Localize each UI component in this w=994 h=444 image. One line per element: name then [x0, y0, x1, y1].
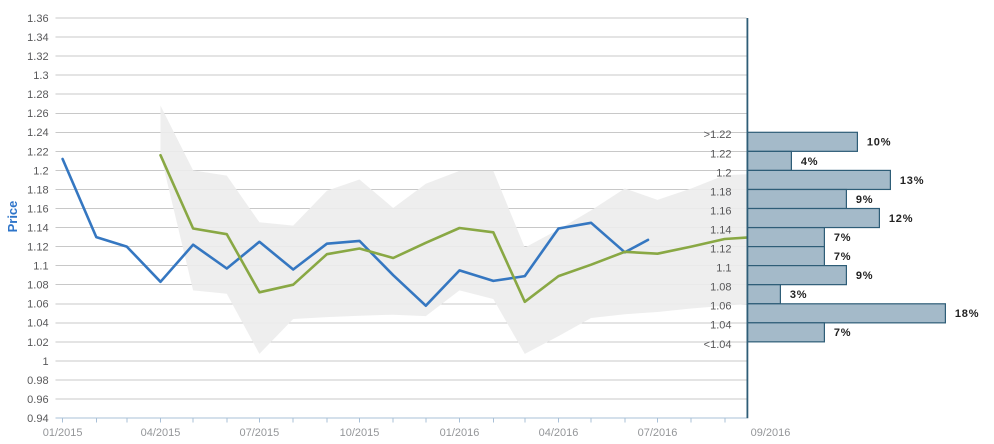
svg-text:1.16: 1.16 [27, 203, 48, 215]
svg-text:1.06: 1.06 [27, 299, 48, 311]
svg-text:1.04: 1.04 [27, 318, 48, 330]
svg-text:1.28: 1.28 [27, 89, 48, 101]
svg-text:1.04: 1.04 [710, 320, 731, 332]
svg-text:1.14: 1.14 [710, 225, 731, 237]
svg-text:04/2015: 04/2015 [141, 427, 181, 439]
svg-text:1.32: 1.32 [27, 51, 48, 63]
svg-text:1.24: 1.24 [27, 127, 48, 139]
svg-text:10%: 10% [867, 137, 891, 149]
svg-text:1.1: 1.1 [716, 263, 731, 275]
svg-text:9%: 9% [856, 270, 874, 282]
svg-text:1.36: 1.36 [27, 13, 48, 25]
svg-text:9%: 9% [856, 194, 874, 206]
svg-text:<1.04: <1.04 [704, 339, 732, 351]
svg-text:1.02: 1.02 [27, 337, 48, 349]
svg-text:1.18: 1.18 [710, 186, 731, 198]
svg-text:1.06: 1.06 [710, 301, 731, 313]
svg-text:1.12: 1.12 [710, 244, 731, 256]
svg-text:1.1: 1.1 [33, 261, 48, 273]
svg-text:1.22: 1.22 [710, 148, 731, 160]
svg-text:1.16: 1.16 [710, 205, 731, 217]
svg-text:1.18: 1.18 [27, 184, 48, 196]
svg-text:7%: 7% [834, 251, 852, 263]
svg-text:07/2015: 07/2015 [240, 427, 280, 439]
svg-text:3%: 3% [790, 289, 808, 301]
svg-text:1.26: 1.26 [27, 108, 48, 120]
svg-text:1.34: 1.34 [27, 32, 48, 44]
svg-text:7%: 7% [834, 232, 852, 244]
svg-text:07/2016: 07/2016 [638, 427, 678, 439]
svg-text:1: 1 [42, 356, 48, 368]
svg-text:Price: Price [5, 201, 20, 233]
svg-text:12%: 12% [889, 213, 913, 225]
svg-text:09/2016: 09/2016 [751, 427, 791, 439]
svg-text:1.12: 1.12 [27, 242, 48, 254]
svg-text:1.14: 1.14 [27, 223, 48, 235]
svg-text:1.2: 1.2 [716, 167, 731, 179]
svg-text:13%: 13% [900, 175, 924, 187]
svg-text:04/2016: 04/2016 [539, 427, 579, 439]
svg-text:01/2016: 01/2016 [440, 427, 480, 439]
svg-text:1.2: 1.2 [33, 165, 48, 177]
svg-text:1.08: 1.08 [27, 280, 48, 292]
svg-text:0.98: 0.98 [27, 375, 48, 387]
svg-text:1.22: 1.22 [27, 146, 48, 158]
svg-text:18%: 18% [955, 308, 979, 320]
svg-text:7%: 7% [834, 327, 852, 339]
svg-text:0.94: 0.94 [27, 413, 48, 425]
svg-text:0.96: 0.96 [27, 394, 48, 406]
svg-text:1.3: 1.3 [33, 70, 48, 82]
svg-text:>1.22: >1.22 [704, 129, 732, 141]
svg-text:01/2015: 01/2015 [43, 427, 83, 439]
svg-text:10/2015: 10/2015 [340, 427, 380, 439]
svg-text:4%: 4% [801, 156, 819, 168]
svg-text:1.08: 1.08 [710, 282, 731, 294]
